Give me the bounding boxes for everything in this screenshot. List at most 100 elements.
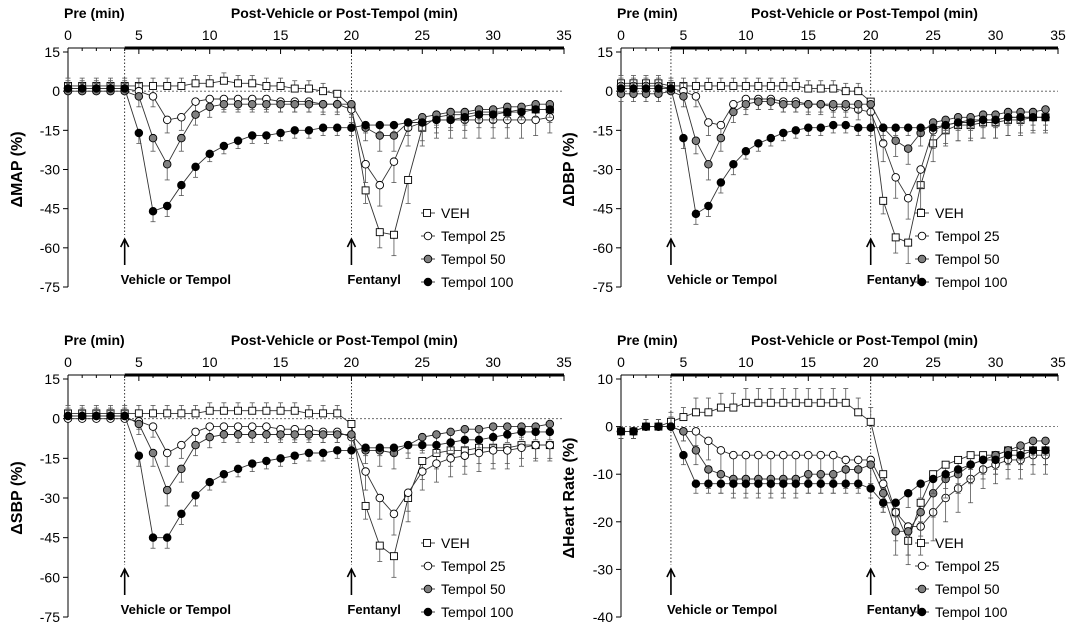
- data-point: [361, 443, 370, 453]
- event-label: Vehicle or Tempol: [667, 272, 777, 287]
- data-point: [904, 238, 913, 247]
- legend-label: VEH: [935, 535, 964, 551]
- data-point: [829, 398, 838, 407]
- data-point: [290, 99, 299, 109]
- data-point: [704, 408, 713, 417]
- data-point: [741, 99, 751, 109]
- data-point: [531, 427, 540, 437]
- data-point: [205, 149, 214, 159]
- data-point: [616, 84, 626, 93]
- data-point: [804, 479, 813, 488]
- x-tick-label: 35: [1050, 27, 1066, 43]
- x-tick-label: 20: [863, 354, 879, 370]
- data-point: [891, 173, 900, 182]
- data-point: [446, 107, 455, 117]
- post-label: Post-Vehicle or Post-Tempol (min): [231, 332, 458, 348]
- data-point: [432, 459, 441, 468]
- data-point: [418, 457, 427, 465]
- data-point: [177, 113, 186, 122]
- data-point: [829, 479, 838, 488]
- data-point: [219, 430, 229, 439]
- y-tick-label: 15: [597, 44, 613, 60]
- data-point: [219, 76, 228, 85]
- data-point: [375, 541, 384, 550]
- data-point: [276, 99, 285, 109]
- data-point: [766, 450, 776, 460]
- data-point: [276, 406, 285, 415]
- data-point: [978, 115, 988, 125]
- data-point: [804, 469, 813, 479]
- data-point: [219, 422, 229, 431]
- data-point: [666, 84, 676, 93]
- data-point: [841, 120, 850, 130]
- data-point: [361, 467, 370, 476]
- data-point: [318, 99, 328, 109]
- data-point: [191, 427, 200, 437]
- data-point: [854, 87, 863, 96]
- data-point: [262, 99, 271, 109]
- y-tick-label: -60: [40, 569, 60, 585]
- data-point: [276, 81, 285, 90]
- data-point: [891, 123, 900, 132]
- data-point: [879, 196, 888, 205]
- data-point: [247, 422, 257, 431]
- data-point: [916, 508, 925, 517]
- data-point: [741, 450, 751, 460]
- data-point: [791, 398, 800, 407]
- data-point: [829, 120, 838, 130]
- legend-marker: [917, 607, 927, 617]
- data-point: [177, 509, 186, 519]
- event-arrow-head: [119, 237, 130, 248]
- data-point: [829, 84, 838, 93]
- series-tempol-100: [63, 82, 555, 223]
- series-tempol-100: [616, 416, 1050, 518]
- data-point: [1016, 441, 1025, 450]
- legend-label: VEH: [441, 205, 470, 221]
- x-tick-label: 20: [344, 27, 360, 43]
- data-point: [716, 403, 725, 412]
- data-point: [488, 432, 498, 442]
- data-point: [290, 406, 299, 415]
- data-point: [816, 469, 826, 479]
- data-point: [474, 448, 484, 458]
- data-point: [517, 427, 526, 437]
- data-point: [741, 398, 750, 407]
- y-tick-label: -45: [40, 201, 60, 217]
- data-point: [704, 436, 713, 446]
- data-point: [92, 84, 101, 93]
- data-point: [262, 422, 271, 431]
- data-point: [375, 443, 385, 453]
- data-point: [754, 398, 763, 407]
- data-point: [729, 403, 738, 412]
- data-point: [816, 398, 825, 407]
- data-point: [191, 79, 200, 88]
- data-point: [148, 92, 158, 101]
- data-point: [120, 411, 129, 421]
- data-point: [779, 128, 788, 138]
- data-point: [375, 180, 385, 190]
- data-point: [460, 113, 470, 122]
- data-point: [779, 450, 788, 460]
- y-tick-label: 0: [605, 83, 613, 99]
- data-point: [716, 120, 726, 130]
- data-point: [691, 446, 701, 455]
- pre-label: Pre (min): [64, 332, 125, 348]
- data-point: [754, 81, 763, 90]
- data-point: [233, 422, 243, 431]
- data-point: [616, 427, 626, 436]
- data-point: [318, 123, 328, 132]
- legend-marker: [917, 277, 927, 287]
- data-point: [716, 133, 726, 143]
- x-tick-label: 5: [680, 354, 688, 370]
- event-label: Fentanyl: [867, 272, 920, 287]
- legend-marker: [423, 561, 433, 571]
- data-point: [704, 479, 713, 488]
- data-point: [629, 84, 638, 93]
- x-tick-label: 35: [556, 27, 572, 43]
- data-point: [404, 175, 413, 184]
- data-point: [347, 430, 356, 439]
- x-tick-label: 20: [863, 27, 879, 43]
- data-point: [704, 160, 713, 169]
- legend-label: Tempol 25: [441, 558, 506, 574]
